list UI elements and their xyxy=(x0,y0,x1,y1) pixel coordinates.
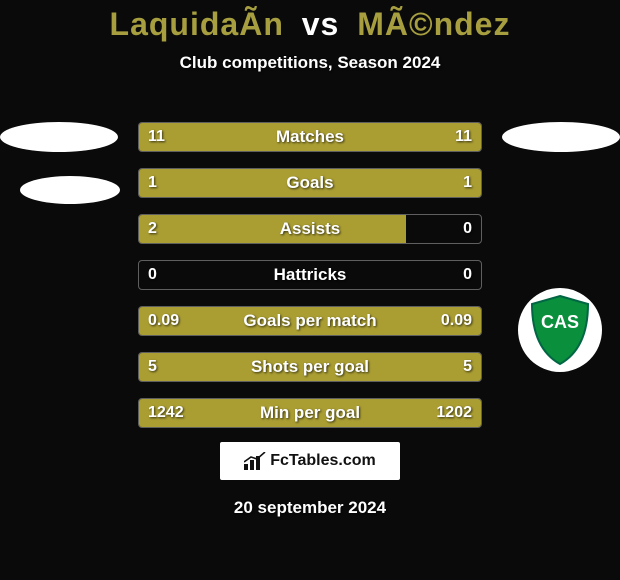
stats-bars: Matches1111 Goals11 Assists20 Hattricks00 Go… xyxy=(138,122,482,444)
bar-right xyxy=(310,353,481,381)
bar-track xyxy=(138,260,482,290)
vs-text: vs xyxy=(302,6,340,42)
bar-left xyxy=(139,307,310,335)
player1-name: LaquidaÃ­n xyxy=(110,6,284,42)
page-title: LaquidaÃ­n vs MÃ©ndez xyxy=(0,0,620,43)
club-crest: CAS xyxy=(518,288,602,372)
footer-brand-box: FcTables.com xyxy=(220,442,400,480)
stat-row: Goals11 xyxy=(138,168,482,198)
chart-icon xyxy=(244,452,266,470)
bar-left xyxy=(139,215,406,243)
bar-left xyxy=(139,169,310,197)
bar-track xyxy=(138,398,482,428)
decorative-ellipse xyxy=(0,122,118,152)
decorative-ellipse xyxy=(502,122,620,152)
shield-icon: CAS xyxy=(528,294,592,366)
player2-name: MÃ©ndez xyxy=(357,6,510,42)
bar-left xyxy=(139,123,310,151)
date-line: 20 september 2024 xyxy=(0,498,620,518)
bar-track xyxy=(138,306,482,336)
stat-row: Matches1111 xyxy=(138,122,482,152)
bar-track xyxy=(138,214,482,244)
footer-brand-text: FcTables.com xyxy=(270,452,376,470)
bar-track xyxy=(138,122,482,152)
bar-right xyxy=(310,169,481,197)
bar-right xyxy=(313,399,481,427)
stat-row: Assists20 xyxy=(138,214,482,244)
left-badge-area xyxy=(0,110,120,410)
bar-track xyxy=(138,168,482,198)
bar-track xyxy=(138,352,482,382)
stat-row: Goals per match0.090.09 xyxy=(138,306,482,336)
bar-right xyxy=(310,307,481,335)
subtitle: Club competitions, Season 2024 xyxy=(0,53,620,73)
stat-row: Shots per goal55 xyxy=(138,352,482,382)
bar-left xyxy=(139,399,313,427)
right-badge-area: CAS xyxy=(500,110,620,410)
bar-right xyxy=(310,123,481,151)
decorative-ellipse xyxy=(20,176,120,204)
svg-text:CAS: CAS xyxy=(541,312,579,332)
stat-row: Min per goal12421202 xyxy=(138,398,482,428)
stat-row: Hattricks00 xyxy=(138,260,482,290)
bar-left xyxy=(139,353,310,381)
